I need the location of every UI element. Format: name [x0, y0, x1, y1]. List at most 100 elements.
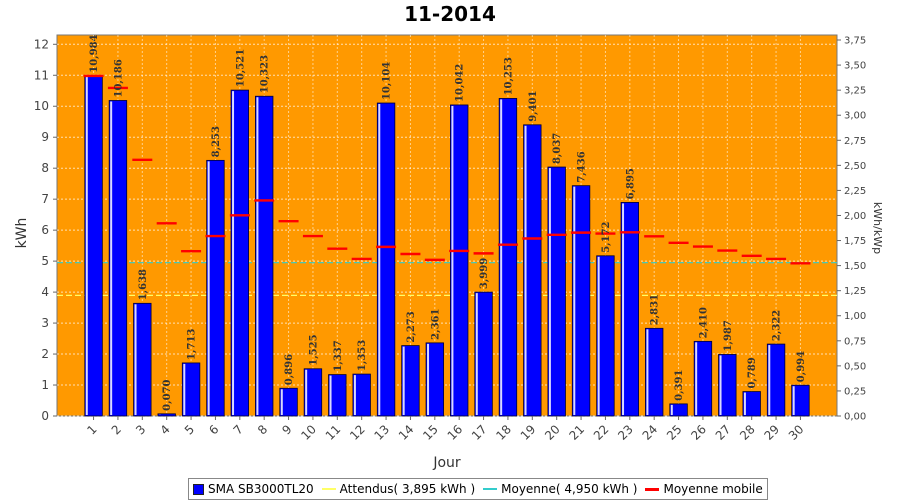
x-tick-label: 5 [182, 422, 197, 437]
y2-tick-label: 2,75 [844, 136, 866, 147]
x-tick-label: 11 [323, 422, 344, 443]
bar-highlight [427, 343, 430, 415]
legend-swatch-average [483, 488, 498, 490]
y-tick-label: 9 [41, 130, 49, 144]
x-tick-label: 28 [737, 422, 758, 443]
y2-tick-label: 0,50 [844, 361, 866, 372]
data-label: 9,401 [528, 90, 539, 121]
data-label: 1,713 [187, 329, 198, 360]
bar-highlight [524, 125, 527, 416]
x-tick-label: 8 [255, 422, 270, 437]
x-tick-label: 16 [445, 422, 466, 443]
data-label: 2,410 [698, 307, 709, 338]
data-label: 8,037 [552, 133, 563, 164]
bar-highlight [280, 389, 283, 415]
x-tick-label: 23 [615, 422, 636, 443]
x-tick-label: 4 [158, 422, 173, 437]
x-tick-label: 30 [786, 422, 807, 443]
x-tick-label: 18 [493, 422, 514, 443]
x-tick-label: 22 [591, 422, 612, 443]
data-label: 0,789 [747, 357, 758, 388]
data-label: 10,253 [503, 57, 514, 95]
x-tick-label: 24 [640, 422, 661, 443]
data-label: 1,337 [333, 340, 344, 371]
bar-highlight [183, 363, 186, 415]
bar-highlight [719, 355, 722, 415]
bar-highlight [451, 105, 454, 415]
bar-highlight [646, 329, 649, 415]
y-tick-label: 12 [34, 37, 49, 51]
data-labels: 10,984 10,186 1,638 0,070 1,713 8,253 10,521 10… [89, 34, 807, 410]
bar-highlight [743, 392, 746, 415]
data-label: 2,831 [650, 294, 661, 325]
bar-highlight [256, 97, 259, 416]
y-axis-title: kWh [14, 218, 30, 249]
bar-highlight [232, 91, 235, 416]
legend-label-expected: Attendus( 3,895 kWh ) [339, 482, 476, 496]
y2-tick-label: 1,00 [844, 311, 866, 322]
y2-tick-label: 3,75 [844, 36, 866, 47]
legend-swatch-moving-average [645, 487, 660, 491]
bar-highlight [500, 99, 503, 415]
y2-tick-label: 1,50 [844, 261, 866, 272]
y-tick-label: 6 [41, 223, 49, 237]
legend-swatch-production [193, 483, 204, 495]
data-label: 10,186 [113, 59, 124, 97]
y-tick-label: 10 [34, 99, 49, 113]
reference-lines [57, 262, 837, 296]
data-label: 0,994 [796, 351, 807, 382]
y2-tick-label: 2,00 [844, 211, 866, 222]
y2-axis-title: kWh/kWp [871, 202, 884, 254]
bar-highlight [622, 203, 625, 415]
bar-highlight [695, 342, 698, 415]
x-tick-label: 2 [109, 422, 124, 437]
data-label: 10,984 [89, 34, 100, 72]
bar-highlight [85, 76, 88, 415]
x-tick-label: 25 [664, 422, 685, 443]
moving-average [83, 74, 811, 265]
bar-highlight [475, 293, 478, 415]
y-tick-label: 11 [34, 68, 49, 82]
x-tick-label: 9 [279, 422, 294, 437]
data-label: 7,436 [577, 151, 588, 182]
y2-axis: 0,00 0,25 0,50 0,75 1,00 1,25 1,50 1,75 2,00 2,25… [837, 36, 866, 423]
data-label: 0,896 [284, 354, 295, 385]
y-tick-label: 2 [41, 347, 49, 361]
y-tick-label: 7 [41, 192, 49, 206]
data-label: 1,987 [723, 320, 734, 351]
x-tick-label: 6 [206, 422, 221, 437]
legend-label-average: Moyenne( 4,950 kWh ) [501, 482, 638, 496]
bar-highlight [768, 345, 771, 415]
y-tick-label: 1 [41, 378, 49, 392]
bars [84, 75, 810, 417]
legend-item-production: SMA SB3000TL20 [193, 482, 314, 496]
data-label: 1,353 [357, 340, 368, 371]
y2-tick-label: 3,00 [844, 111, 866, 122]
y-tick-label: 3 [41, 316, 49, 330]
x-tick-label: 14 [396, 422, 417, 443]
legend-item-expected: Attendus( 3,895 kWh ) [321, 482, 476, 496]
x-tick-label: 15 [420, 422, 441, 443]
x-tick-label: 10 [298, 422, 319, 443]
bar-highlight [573, 186, 576, 415]
legend-label-moving-average: Moyenne mobile [663, 482, 763, 496]
y2-tick-label: 0,25 [844, 386, 866, 397]
legend-label-production: SMA SB3000TL20 [208, 482, 314, 496]
data-label: 2,322 [772, 310, 783, 341]
data-label: 1,638 [138, 269, 149, 300]
x-axis-title: Jour [432, 455, 461, 471]
bar-highlight [134, 304, 137, 415]
bar-highlight [670, 404, 673, 415]
bar-highlight [329, 375, 332, 415]
x-tick-label: 12 [347, 422, 368, 443]
y2-tick-label: 0,75 [844, 336, 866, 347]
bar-highlight [548, 168, 551, 415]
data-label: 10,042 [455, 64, 466, 102]
bar-highlight [110, 101, 113, 416]
data-label: 1,525 [308, 334, 319, 365]
y-tick-label: 8 [41, 161, 49, 175]
data-label: 3,999 [479, 258, 490, 289]
data-label: 10,323 [260, 55, 271, 93]
